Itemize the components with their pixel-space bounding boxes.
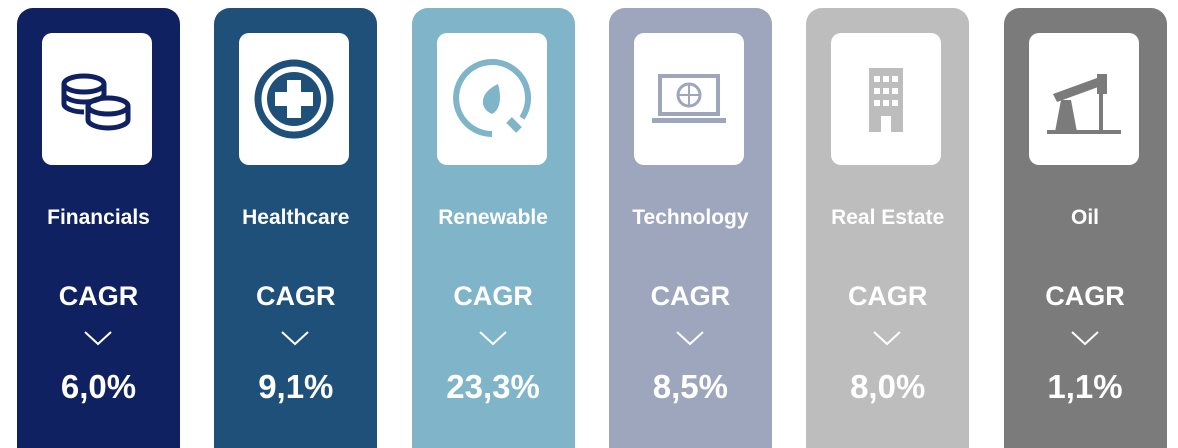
metric-label: CAGR: [453, 281, 533, 311]
chevron: [281, 331, 309, 346]
sector-icon: [831, 33, 942, 165]
metric-value: 9,1%: [258, 368, 334, 405]
sector-card: Healthcare CAGR 9,1%: [214, 8, 378, 448]
chevron: [873, 331, 901, 346]
chevron: [84, 331, 112, 346]
metric-value: 23,3%: [446, 368, 540, 405]
sector-icon: [42, 33, 152, 165]
metric-label: CAGR: [1045, 281, 1125, 311]
chevron: [1070, 331, 1099, 346]
chevron: [478, 331, 507, 346]
sector-name: Financials: [47, 206, 150, 229]
metric-value: 6,0%: [60, 368, 137, 405]
sector-name: Renewable: [438, 206, 548, 229]
sector-icon: [239, 33, 350, 165]
icon-graphic: [1046, 74, 1121, 134]
icon-graphic: [869, 68, 904, 132]
icon-graphic: [452, 59, 531, 137]
metric-value: 1,1%: [1047, 368, 1123, 405]
icon-graphic: [61, 73, 131, 131]
metric-label: CAGR: [650, 281, 731, 311]
sector-icon: [633, 33, 744, 165]
metric-label: CAGR: [847, 281, 928, 311]
icon-graphic: [254, 59, 334, 139]
metric-value: 8,5%: [652, 368, 728, 405]
chevron: [676, 331, 704, 346]
page: Financials CAGR 6,0% Healthcare CAGR 9,1% Rene…: [17, 8, 1167, 448]
metric-value: 8,0%: [850, 368, 926, 405]
sector-card: Renewable CAGR 23,3%: [411, 8, 575, 448]
metric-label: CAGR: [256, 281, 336, 311]
sector-name: Healthcare: [242, 206, 350, 229]
sector-name: Real Estate: [831, 206, 945, 229]
icon-graphic: [651, 74, 726, 123]
sector-card: Technology CAGR 8,5%: [608, 8, 772, 448]
sector-icon: [436, 33, 547, 165]
metric-label: CAGR: [58, 281, 139, 311]
sector-card: Oil CAGR 1,1%: [1003, 8, 1167, 448]
sector-card: Real Estate CAGR 8,0%: [806, 8, 970, 448]
sector-icon: [1028, 33, 1139, 165]
sector-name: Oil: [1070, 206, 1099, 229]
sector-card: Financials CAGR 6,0%: [17, 8, 180, 448]
sector-name: Technology: [632, 206, 749, 229]
